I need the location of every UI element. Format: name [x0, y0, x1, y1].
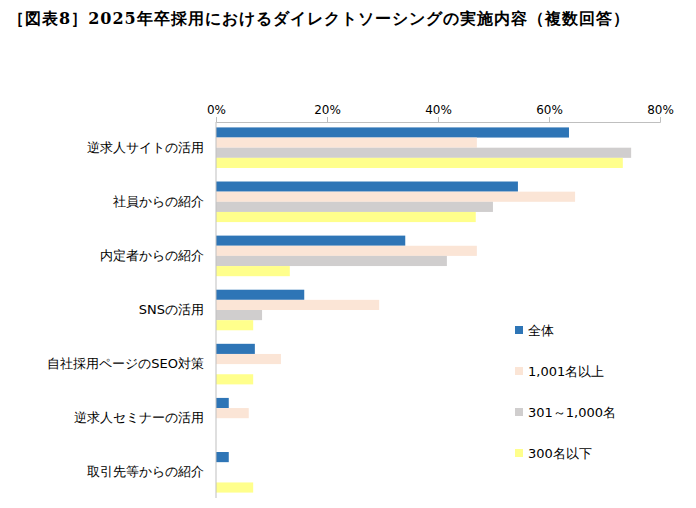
bar: [216, 192, 575, 202]
legend-item: 全体: [515, 323, 554, 338]
tick: 逆求人サイトの活用: [87, 140, 216, 155]
series: [216, 127, 569, 462]
legend: 全体 1,001名以上 301～1,000名 300名以下: [515, 323, 616, 461]
legend-item: 300名以下: [515, 446, 592, 461]
tick-label: 60%: [536, 103, 563, 117]
tick: 内定者からの紹介: [100, 248, 216, 263]
bar: [216, 354, 281, 364]
legend-label: 全体: [528, 323, 554, 338]
legend-label: 301～1,000名: [528, 405, 616, 420]
bar: [216, 398, 229, 408]
tick-label: 逆求人セミナーの活用: [74, 410, 204, 425]
tick: 取引先等からの紹介: [87, 464, 216, 479]
axis-line: [217, 117, 661, 123]
tick-label: 自社採用ページのSEO対策: [47, 356, 204, 371]
bar: [216, 374, 253, 384]
tick-label: 社員からの紹介: [113, 194, 204, 209]
tick-mark: [549, 117, 550, 122]
tick: 20%: [314, 103, 341, 122]
legend-item: 1,001名以上: [515, 364, 604, 379]
bar: [216, 182, 518, 192]
tick: 40%: [425, 103, 452, 122]
legend-item: 301～1,000名: [515, 405, 616, 420]
tick: SNSの活用: [139, 302, 216, 317]
x-axis: 0% 20% 40% 60% 80%: [207, 103, 674, 123]
bar: [216, 290, 304, 300]
bar: [216, 256, 447, 266]
legend-swatch: [515, 408, 523, 416]
chart-title: ［図表8］2025年卒採用におけるダイレクトソーシングの実施内容（複数回答）: [8, 6, 684, 32]
bar: [216, 212, 476, 222]
y-axis: 逆求人サイトの活用社員からの紹介内定者からの紹介 SNSの活用自社採用ページのSE…: [47, 122, 216, 498]
tick-label: 逆求人サイトの活用: [87, 140, 204, 155]
bar: [216, 246, 477, 256]
tick-label: 40%: [425, 103, 452, 117]
tick-label: 取引先等からの紹介: [87, 464, 204, 479]
series: [216, 148, 631, 320]
axis-line: [216, 122, 217, 498]
tick-label: 20%: [314, 103, 341, 117]
tick-mark: [327, 117, 328, 122]
bar: [216, 236, 405, 246]
bar: [216, 310, 262, 320]
tick-label: SNSの活用: [139, 302, 204, 317]
bar: [216, 408, 249, 418]
series: [216, 158, 623, 493]
legend-swatch: [515, 367, 523, 375]
bar: [216, 452, 229, 462]
tick-label: 内定者からの紹介: [100, 248, 204, 263]
bar: [216, 320, 253, 330]
tick: 0%: [207, 103, 226, 122]
bar: [216, 138, 477, 148]
legend-swatch: [515, 449, 523, 457]
series: [216, 138, 575, 419]
bar: [216, 202, 493, 212]
chart: 0% 20% 40% 60% 80% 逆求人サイトの活用社員からの紹介内定者からの紹介 SN…: [0, 0, 696, 508]
tick-mark: [438, 117, 439, 122]
tick-label: 80%: [647, 103, 674, 117]
bar: [216, 300, 379, 310]
tick: 80%: [647, 103, 674, 122]
legend-label: 1,001名以上: [528, 364, 604, 379]
bar: [216, 266, 290, 276]
bar: [216, 148, 631, 158]
tick: 逆求人セミナーの活用: [74, 410, 216, 425]
tick-mark: [216, 117, 217, 122]
bar: [216, 127, 569, 137]
bar: [216, 158, 623, 168]
tick: 60%: [536, 103, 563, 122]
tick-label: 0%: [207, 103, 226, 117]
legend-swatch: [515, 326, 523, 334]
bar: [216, 482, 253, 492]
legend-label: 300名以下: [528, 446, 592, 461]
bar: [216, 344, 255, 354]
tick: 社員からの紹介: [113, 194, 216, 209]
bars: [216, 127, 631, 492]
tick-mark: [660, 117, 661, 122]
tick: 自社採用ページのSEO対策: [47, 356, 216, 371]
